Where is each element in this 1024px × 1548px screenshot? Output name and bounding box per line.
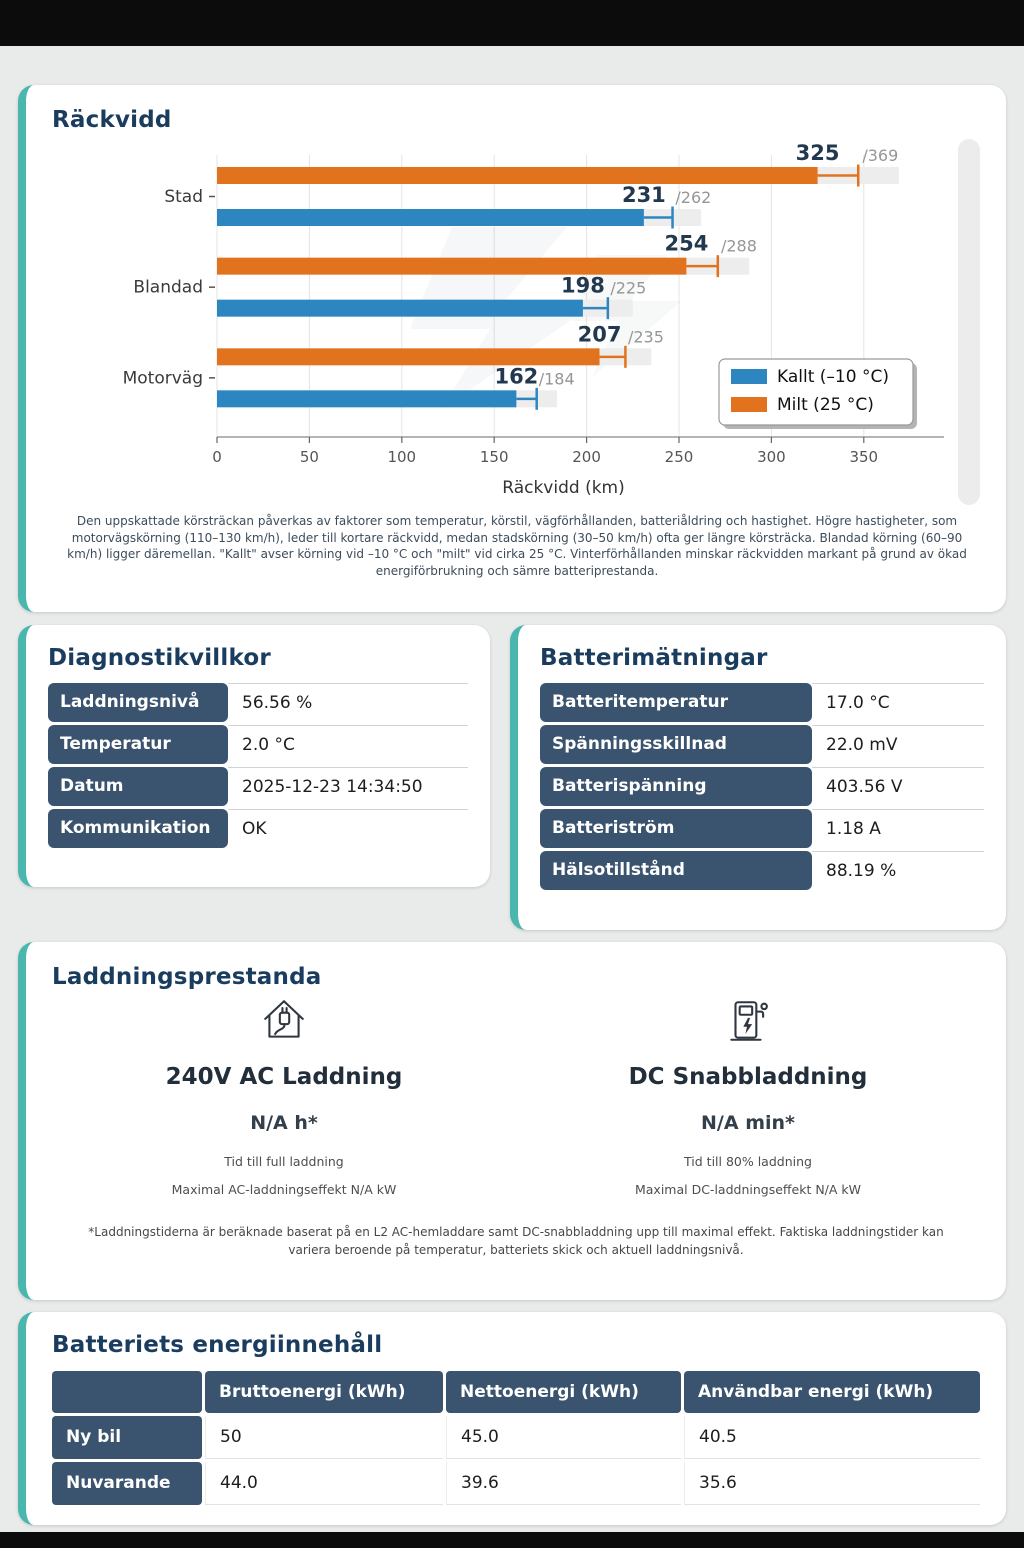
charging-card-title: Laddningsprestanda	[52, 964, 322, 990]
dc-max-power: Maximal DC-laddningseffekt N/A kW	[634, 1182, 862, 1197]
ac-time-value: N/A h*	[250, 1112, 318, 1134]
ac-caption: Tid till full laddning	[224, 1154, 344, 1169]
dc-caption: Tid till 80% laddning	[684, 1154, 812, 1169]
row-label: Batteritemperatur	[540, 683, 812, 722]
svg-text:200: 200	[572, 448, 601, 466]
table-row: Kommunikation OK	[48, 809, 468, 848]
table-cell: 40.5	[684, 1416, 980, 1459]
corner-header-cell	[52, 1371, 202, 1413]
row-value: 22.0 mV	[812, 725, 984, 764]
svg-text:/225: /225	[610, 279, 646, 298]
svg-text:50: 50	[300, 448, 319, 466]
table-row: Batteritemperatur 17.0 °C	[540, 683, 984, 722]
dc-heading: DC Snabbladdning	[628, 1064, 868, 1090]
house-plug-icon	[259, 1000, 309, 1050]
range-card-title: Räckvidd	[52, 107, 172, 133]
svg-text:100: 100	[387, 448, 416, 466]
svg-text:Stad: Stad	[164, 187, 203, 207]
row-value: 56.56 %	[228, 683, 468, 722]
ac-max-power: Maximal AC-laddningseffekt N/A kW	[171, 1182, 397, 1197]
energy-card: Batteriets energiinnehåll Bruttoenergi (…	[18, 1312, 1006, 1525]
range-bar-chart: 325/369 231/262 Stad 254/288 198/225 Blandad 2…	[123, 141, 944, 498]
svg-text:Räckvidd (km): Räckvidd (km)	[502, 478, 625, 498]
svg-text:325: 325	[796, 141, 840, 165]
svg-text:Blandad: Blandad	[133, 278, 203, 298]
row-label: Laddningsnivå	[48, 683, 228, 722]
column-header: Nettoenergi (kWh)	[446, 1371, 681, 1413]
svg-text:0: 0	[212, 448, 222, 466]
svg-text:162: 162	[494, 364, 538, 388]
table-cell: 50	[205, 1416, 443, 1459]
row-label: Spänningsskillnad	[540, 725, 812, 764]
table-row: Batteriström 1.18 A	[540, 809, 984, 848]
table-row: Datum 2025-12-23 14:34:50	[48, 767, 468, 806]
energy-card-title: Batteriets energiinnehåll	[52, 1332, 383, 1358]
column-header: Bruttoenergi (kWh)	[205, 1371, 443, 1413]
ac-charging-block: 240V AC Laddning N/A h* Tid till full la…	[52, 996, 516, 1197]
diagnostics-card-title: Diagnostikvillkor	[48, 645, 271, 671]
svg-text:Kallt (–10 °C): Kallt (–10 °C)	[777, 367, 889, 387]
svg-text:/288: /288	[721, 237, 757, 256]
row-value: 403.56 V	[812, 767, 984, 806]
table-cell: 44.0	[205, 1462, 443, 1505]
svg-text:231: 231	[622, 183, 666, 207]
ac-heading: 240V AC Laddning	[165, 1064, 403, 1090]
row-label: Batteriström	[540, 809, 812, 848]
svg-text:150: 150	[480, 448, 509, 466]
diagnostics-table: Laddningsnivå 56.56 % Temperatur 2.0 °C …	[48, 683, 468, 848]
svg-text:254: 254	[664, 232, 708, 256]
bottom-bar	[0, 1532, 1024, 1548]
row-value: 2.0 °C	[228, 725, 468, 764]
row-label: Ny bil	[52, 1416, 202, 1459]
row-label: Nuvarande	[52, 1462, 202, 1505]
table-cell: 39.6	[446, 1462, 681, 1505]
row-value: 2025-12-23 14:34:50	[228, 767, 468, 806]
svg-text:300: 300	[757, 448, 786, 466]
svg-text:/262: /262	[675, 188, 711, 207]
range-description: Den uppskattade körsträckan påverkas av …	[67, 514, 967, 578]
row-label: Datum	[48, 767, 228, 806]
svg-text:Motorväg: Motorväg	[123, 368, 203, 388]
range-chart: 325/369 231/262 Stad 254/288 198/225 Blandad 2…	[52, 137, 982, 505]
battery-table: Batteritemperatur 17.0 °C Spänningsskill…	[540, 683, 984, 890]
top-bar	[0, 0, 1024, 46]
row-value: 88.19 %	[812, 851, 984, 890]
svg-text:198: 198	[561, 274, 605, 298]
table-row: Laddningsnivå 56.56 %	[48, 683, 468, 722]
row-label: Temperatur	[48, 725, 228, 764]
svg-text:/235: /235	[628, 327, 664, 346]
svg-text:350: 350	[849, 448, 878, 466]
diagnostics-card: Diagnostikvillkor Laddningsnivå 56.56 % …	[18, 625, 490, 887]
ev-charger-icon	[723, 1001, 773, 1050]
row-label: Batterispänning	[540, 767, 812, 806]
range-card: Räckvidd 325/369 231/262 Stad 254/288 198/22…	[18, 85, 1006, 612]
table-cell: 45.0	[446, 1416, 681, 1459]
energy-table: Bruttoenergi (kWh) Nettoenergi (kWh) Anv…	[52, 1371, 980, 1505]
row-value: 17.0 °C	[812, 683, 984, 722]
row-value: OK	[228, 809, 468, 848]
charging-footnote: *Laddningstiderna är beräknade baserat p…	[88, 1225, 944, 1257]
charging-card: Laddningsprestanda 240V AC Laddning N/A …	[18, 942, 1006, 1300]
svg-text:250: 250	[665, 448, 694, 466]
row-label: Hälsotillstånd	[540, 851, 812, 890]
column-header: Användbar energi (kWh)	[684, 1371, 980, 1413]
charging-columns: 240V AC Laddning N/A h* Tid till full la…	[52, 996, 980, 1197]
table-row: Hälsotillstånd 88.19 %	[540, 851, 984, 890]
table-row: Batterispänning 403.56 V	[540, 767, 984, 806]
svg-text:/184: /184	[539, 369, 575, 388]
row-value: 1.18 A	[812, 809, 984, 848]
svg-text:/369: /369	[862, 146, 898, 165]
table-row: Spänningsskillnad 22.0 mV	[540, 725, 984, 764]
dc-charging-block: DC Snabbladdning N/A min* Tid till 80% l…	[516, 996, 980, 1197]
row-label: Kommunikation	[48, 809, 228, 848]
svg-text:207: 207	[578, 322, 622, 346]
table-cell: 35.6	[684, 1462, 980, 1505]
dc-time-value: N/A min*	[701, 1112, 795, 1134]
svg-text:Milt (25 °C): Milt (25 °C)	[777, 395, 874, 415]
table-row: Temperatur 2.0 °C	[48, 725, 468, 764]
chart-scrollbar[interactable]	[958, 139, 980, 505]
battery-card-title: Batterimätningar	[540, 645, 768, 671]
battery-measurements-card: Batterimätningar Batteritemperatur 17.0 …	[510, 625, 1006, 930]
